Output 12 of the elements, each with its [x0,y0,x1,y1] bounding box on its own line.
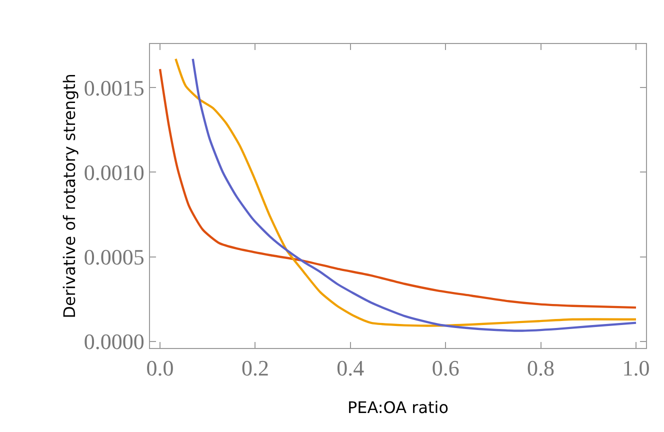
y-tick-label: 0.0000 [84,329,144,354]
x-tick-label: 1.0 [622,356,650,381]
y-tick-label: 0.0005 [84,244,144,270]
y-tick-label: 0.0010 [84,160,144,185]
y-tick-label: 0.0015 [84,75,144,100]
x-tick-label: 0.0 [146,356,174,381]
x-tick-label: 0.2 [241,356,269,381]
x-axis-title: PEA:OA ratio [347,398,449,418]
x-tick-label: 0.4 [336,356,364,381]
x-tick-label: 0.6 [432,356,460,381]
y-axis-title: Derivative of rotatory strength [60,74,79,318]
x-tick-label: 0.8 [527,356,555,381]
